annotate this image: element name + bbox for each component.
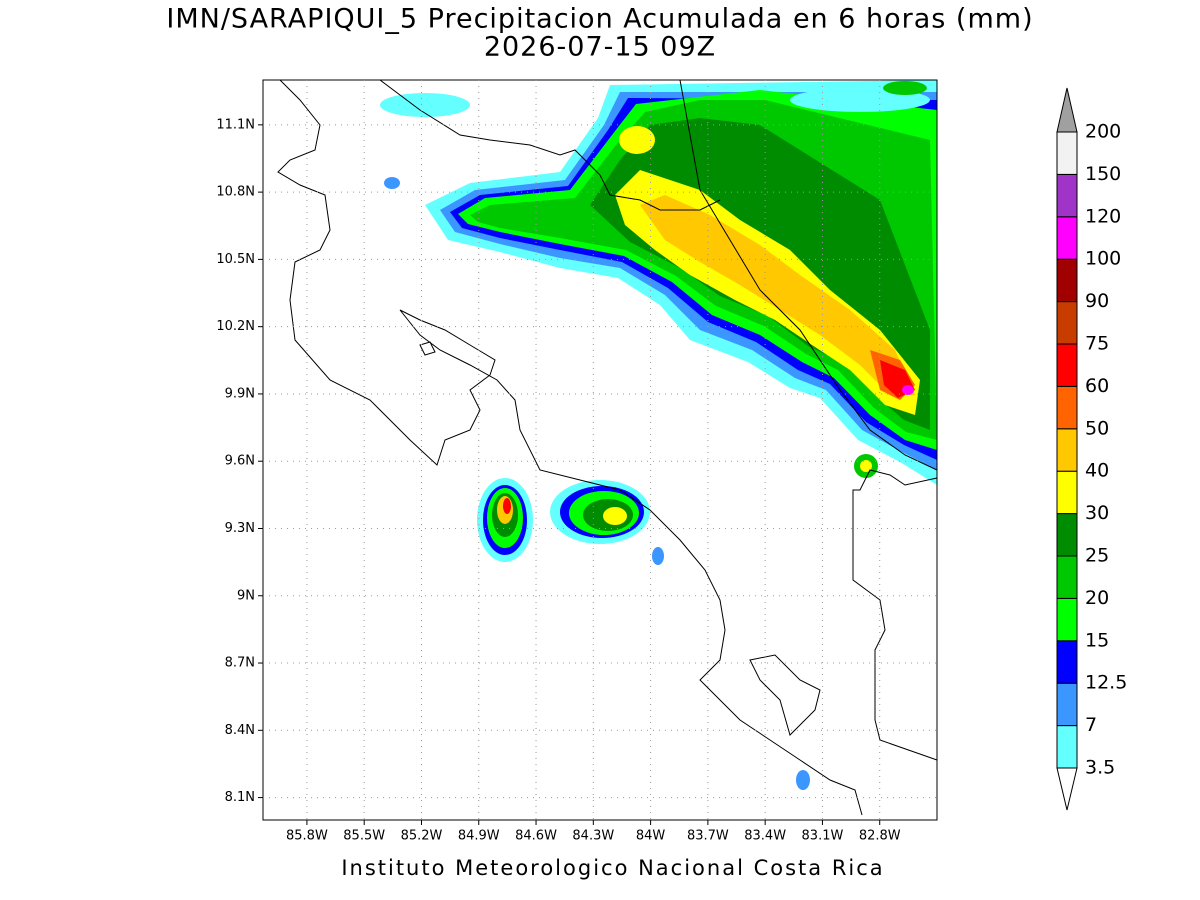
colorbar-label: 7 [1085, 714, 1097, 736]
colorbar-label: 15 [1085, 629, 1109, 651]
colorbar-box [1056, 682, 1078, 727]
colorbar-box [1056, 725, 1078, 769]
y-tick-label: 9.3N [225, 521, 255, 536]
colorbar-box [1056, 597, 1078, 642]
colorbar-box [1056, 428, 1078, 472]
colorbar-label: 12.5 [1085, 672, 1127, 694]
colorbar-label: 90 [1085, 290, 1109, 312]
colorbar-box [1056, 301, 1078, 345]
colorbar-label: 20 [1085, 587, 1109, 609]
map-frame [262, 79, 938, 821]
y-tick-label: 11.1N [216, 117, 255, 132]
x-tick-label: 84.9W [458, 829, 500, 844]
x-tick-label: 83.1W [802, 829, 844, 844]
x-tick-label: 83.7W [687, 829, 729, 844]
colorbar-box [1056, 385, 1078, 430]
colorbar-label: 60 [1085, 375, 1109, 397]
precip-field [380, 80, 937, 790]
y-tick-label: 8.7N [225, 656, 255, 671]
coastline [277, 79, 938, 816]
colorbar-label: 3.5 [1085, 757, 1115, 779]
colorbar-box [1056, 173, 1078, 218]
y-tick-label: 9.9N [225, 386, 255, 401]
colorbar-label: 120 [1085, 205, 1121, 227]
colorbar-label: 30 [1085, 502, 1109, 524]
title: IMN/SARAPIQUI_5 Precipitacion Acumulada … [166, 4, 1033, 35]
colorbar-box [1056, 216, 1078, 260]
x-tick-label: 85.2W [401, 829, 443, 844]
y-tick-label: 10.5N [216, 252, 255, 267]
colorbar-label: 200 [1085, 121, 1121, 143]
colorbar-box [1056, 258, 1078, 303]
x-tick-label: 82.8W [859, 829, 901, 844]
colorbar-label: 150 [1085, 163, 1121, 185]
y-tick-label: 10.2N [216, 319, 255, 334]
y-tick-label: 8.1N [225, 790, 255, 805]
colorbar-label: 50 [1085, 417, 1109, 439]
x-tick-label: 83.4W [744, 829, 786, 844]
colorbar-box [1056, 131, 1078, 175]
x-tick-label: 84W [636, 829, 666, 844]
x-tick-label: 85.5W [343, 829, 385, 844]
x-tick-label: 84.6W [515, 829, 557, 844]
y-tick-label: 9N [237, 588, 255, 603]
y-tick-label: 9.6N [225, 454, 255, 469]
y-tick-label: 8.4N [225, 723, 255, 738]
subtitle: 2026-07-15 09Z [484, 32, 716, 63]
colorbar-under [1056, 767, 1078, 811]
colorbar-box [1056, 513, 1078, 557]
y-tick-label: 10.8N [216, 185, 255, 200]
x-tick-label: 84.3W [572, 829, 614, 844]
colorbar-box [1056, 343, 1078, 387]
colorbar-box [1056, 640, 1078, 684]
colorbar-box [1056, 555, 1078, 599]
footer: Instituto Meteorologico Nacional Costa R… [341, 856, 884, 880]
colorbar-label: 75 [1085, 333, 1109, 355]
colorbar-label: 40 [1085, 460, 1109, 482]
colorbar-label: 25 [1085, 545, 1109, 567]
x-tick-label: 85.8W [286, 829, 328, 844]
colorbar-label: 100 [1085, 248, 1121, 270]
colorbar-box [1056, 470, 1078, 515]
colorbar-over [1056, 87, 1078, 133]
